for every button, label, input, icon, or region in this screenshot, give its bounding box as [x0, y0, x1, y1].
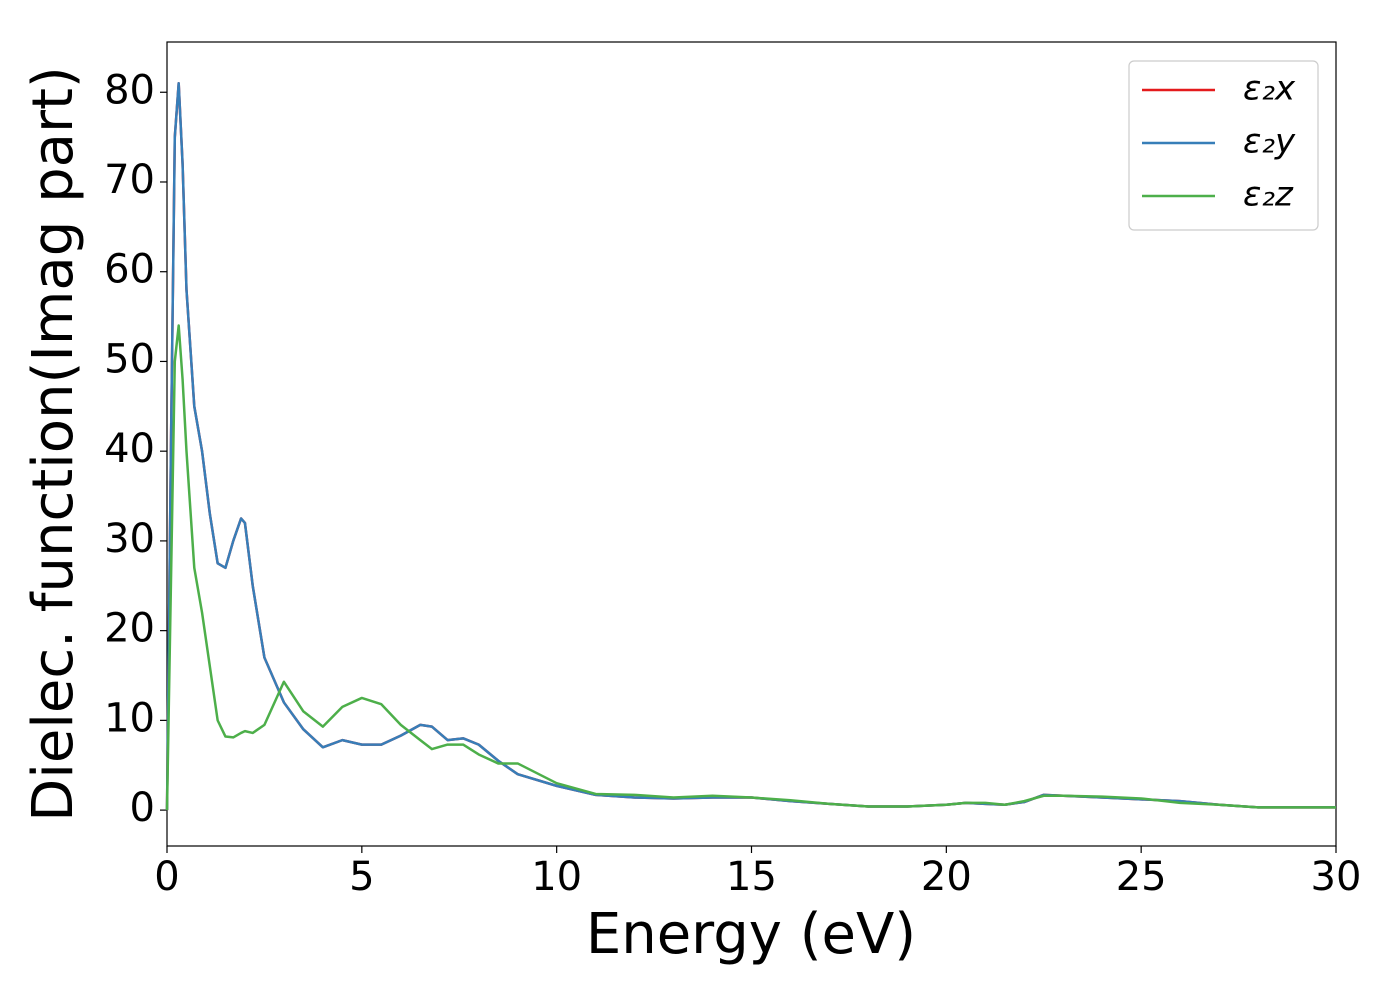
y-tick-label: 40 — [104, 426, 155, 472]
x-tick-label: 5 — [349, 854, 374, 900]
x-tick-label: 30 — [1311, 854, 1362, 900]
x-tick-label: 20 — [921, 854, 972, 900]
x-tick-label: 15 — [726, 854, 777, 900]
y-tick-label: 80 — [104, 67, 155, 113]
y-tick-label: 60 — [104, 247, 155, 293]
legend-label: ε₂x — [1243, 69, 1296, 109]
x-axis-label: Energy (eV) — [586, 902, 916, 967]
legend-label: ε₂z — [1243, 175, 1294, 215]
legend-label: ε₂y — [1243, 122, 1296, 162]
y-tick-label: 50 — [104, 336, 155, 382]
y-tick-label: 30 — [104, 516, 155, 562]
x-tick-label: 10 — [531, 854, 582, 900]
y-tick-label: 70 — [104, 157, 155, 203]
legend-box — [1128, 60, 1319, 231]
y-tick-label: 0 — [130, 785, 155, 831]
x-tick-label: 0 — [154, 854, 179, 900]
series-line — [165, 324, 1336, 811]
x-tick-label: 25 — [1116, 854, 1167, 900]
y-tick-label: 10 — [104, 695, 155, 741]
y-tick-label: 20 — [104, 606, 155, 652]
y-axis-label: Dielec. function(Imag part) — [21, 66, 86, 822]
